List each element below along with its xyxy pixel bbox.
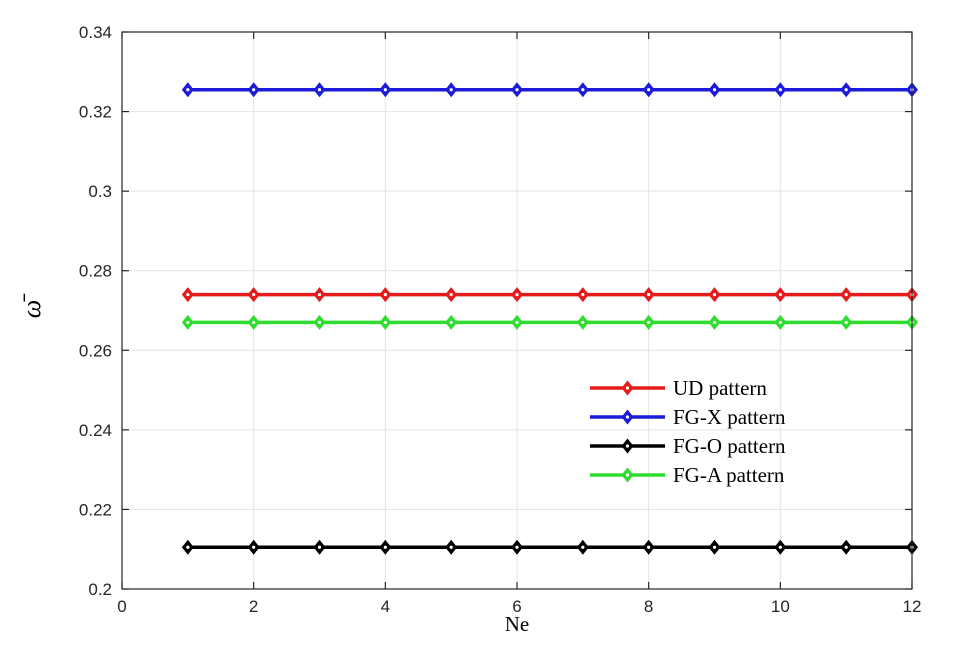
y-tick-label: 0.24 [79,421,112,440]
legend-marker-center-dot [625,444,630,448]
x-tick-label: 6 [512,597,521,616]
legend-label: FG-X pattern [673,405,786,429]
marker-center-dot [712,292,717,297]
marker-center-dot [449,545,453,549]
series-fg-o-pattern [181,539,918,555]
grid [122,32,912,589]
x-tick-label: 4 [381,597,390,616]
y-tick-label: 0.22 [79,500,112,519]
x-tick-label: 2 [249,597,258,616]
legend-item: UD pattern [590,376,767,400]
marker-center-dot [317,320,322,325]
marker-center-dot [252,545,256,549]
marker-center-dot [449,88,453,92]
marker-center-dot [252,320,256,325]
marker-center-dot [383,292,387,297]
y-tick-label: 0.32 [79,103,112,122]
x-tick-label: 10 [771,597,790,616]
marker-center-dot [712,545,717,549]
x-tick-label: 0 [117,597,126,616]
marker-center-dot [647,545,651,549]
marker-center-dot [449,292,453,297]
series-ud-pattern [181,287,918,303]
legend-label: FG-A pattern [673,463,785,487]
marker-center-dot [844,292,848,297]
marker-center-dot [383,88,387,92]
legend: UD pattern FG-X pattern FG-O pattern FG-A p… [590,376,786,487]
marker-center-dot [252,292,256,297]
legend-item: FG-A pattern [590,463,785,487]
y-axis-label: ω̄ [17,299,46,319]
marker-center-dot [186,545,190,549]
marker-center-dot [383,320,387,325]
ticks [121,31,913,590]
legend-marker-center-dot [625,415,630,419]
y-tick-label: 0.3 [88,182,112,201]
marker-center-dot [186,320,190,325]
marker-center-dot [449,320,453,325]
marker-center-dot [515,292,519,297]
marker-center-dot [186,88,190,92]
marker-center-dot [383,545,387,549]
marker-center-dot [844,320,848,325]
marker-center-dot [647,292,651,297]
marker-center-dot [252,88,256,92]
marker-center-dot [317,545,322,549]
y-tick-label: 0.2 [88,580,112,599]
legend-marker-center-dot [625,473,630,477]
legend-label: FG-O pattern [673,434,786,458]
marker-center-dot [778,292,782,297]
marker-center-dot [778,545,782,549]
marker-center-dot [844,545,848,549]
marker-center-dot [186,292,190,297]
x-tick-label: 12 [903,597,922,616]
marker-center-dot [581,292,585,297]
y-tick-label: 0.34 [79,23,112,42]
marker-center-dot [581,545,585,549]
marker-center-dot [778,88,782,92]
x-axis-label: Ne [504,612,530,636]
legend-item: FG-O pattern [590,434,786,458]
marker-center-dot [712,88,717,92]
marker-center-dot [712,320,717,325]
legend-marker-center-dot [625,386,630,390]
marker-center-dot [317,292,322,297]
legend-item: FG-X pattern [590,405,786,429]
marker-center-dot [581,88,585,92]
marker-center-dot [647,88,651,92]
legend-label: UD pattern [673,376,767,400]
marker-center-dot [844,88,848,92]
marker-center-dot [778,320,782,325]
marker-center-dot [647,320,651,325]
marker-center-dot [515,88,519,92]
x-tick-label: 8 [644,597,653,616]
marker-center-dot [317,88,322,92]
marker-center-dot [515,545,519,549]
marker-center-dot [515,320,519,325]
y-tick-label: 0.28 [79,262,112,281]
y-tick-label: 0.26 [79,341,112,360]
series-fg-x-pattern [181,82,918,98]
marker-center-dot [581,320,585,325]
